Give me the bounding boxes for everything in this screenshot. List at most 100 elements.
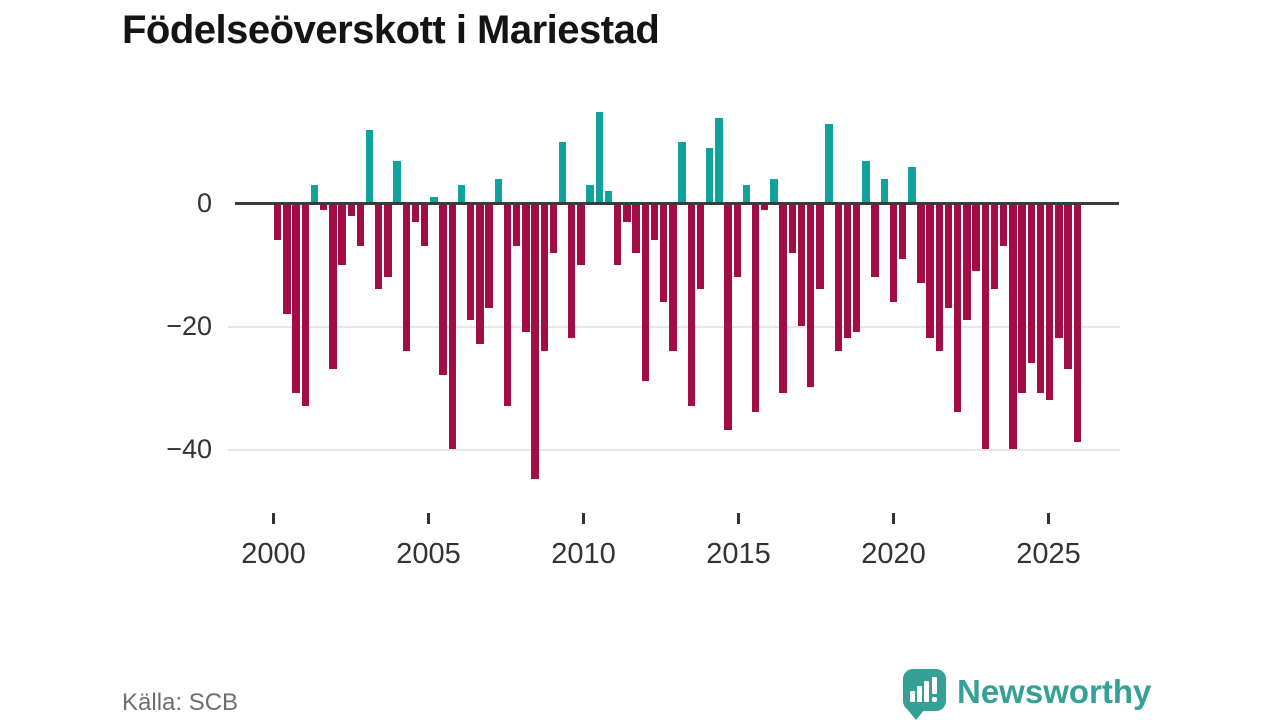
y-axis-label: 0: [196, 187, 212, 218]
bar-negative: [935, 203, 944, 351]
bar-negative: [724, 203, 732, 431]
x-axis-tick: [427, 513, 430, 524]
bar-positive: [430, 197, 438, 204]
bar-negative: [981, 203, 990, 449]
bar-negative: [540, 203, 548, 351]
bar-positive: [862, 160, 870, 204]
bar-negative: [503, 203, 512, 406]
bar-negative: [972, 203, 980, 271]
source-note: Källa: SCB: [122, 689, 239, 716]
bar-positive: [494, 179, 502, 204]
x-axis-label: 2015: [706, 538, 771, 570]
bar-negative: [292, 203, 300, 394]
bar-negative: [751, 203, 760, 412]
bar-negative: [466, 203, 475, 320]
bar-negative: [329, 203, 337, 369]
x-axis-tick: [582, 513, 585, 524]
bar-positive: [825, 123, 833, 204]
bar-positive: [457, 185, 466, 204]
logo-chart-bubble-icon: [903, 669, 946, 711]
bar-negative: [963, 203, 971, 320]
bar-negative: [733, 203, 741, 277]
bar-negative: [421, 203, 429, 247]
bar-negative: [1009, 203, 1017, 449]
bar-negative: [632, 203, 640, 253]
bar-negative: [1027, 203, 1035, 363]
zero-axis-line: [235, 202, 1119, 205]
bar-positive: [880, 179, 888, 204]
bar-positive: [586, 185, 594, 204]
bar-negative: [623, 203, 631, 222]
bar-negative: [990, 203, 999, 290]
bar-negative: [641, 203, 649, 382]
bar-negative: [843, 203, 852, 339]
x-axis-label: 2000: [241, 538, 306, 570]
bar-negative: [384, 203, 392, 277]
bar-negative: [1064, 203, 1072, 369]
bar-negative: [650, 203, 659, 241]
bar-negative: [871, 203, 879, 277]
bar-positive: [742, 185, 751, 204]
bar-negative: [476, 203, 484, 345]
bar-negative: [411, 203, 420, 222]
bar-negative: [1055, 203, 1063, 339]
chart-title: Födelseöverskott i Mariestad: [122, 8, 660, 52]
bar-negative: [816, 203, 824, 290]
bar-negative: [669, 203, 677, 351]
bar-positive: [365, 130, 374, 204]
bar-negative: [797, 203, 806, 326]
bar-negative: [531, 203, 539, 480]
bar-negative: [522, 203, 530, 333]
bar-negative: [319, 203, 328, 210]
bar-positive: [678, 142, 686, 204]
bar-negative: [852, 203, 861, 333]
bar-negative: [1036, 203, 1045, 394]
bar-negative: [898, 203, 907, 259]
bar-negative: [485, 203, 493, 308]
bar-negative: [788, 203, 797, 253]
bar-negative: [549, 203, 558, 253]
bar-positive: [705, 148, 714, 204]
bar-positive: [770, 179, 778, 204]
bar-negative: [807, 203, 815, 388]
y-axis-label: −40: [166, 434, 212, 464]
gridline: [228, 448, 1120, 451]
bar-negative: [834, 203, 842, 351]
bar-negative: [375, 203, 383, 290]
bar-negative: [512, 203, 521, 247]
bar-negative: [779, 203, 787, 394]
x-axis-label: 2020: [861, 538, 926, 570]
x-axis-tick: [737, 513, 740, 524]
bar-negative: [283, 203, 291, 314]
x-axis-tick: [1047, 513, 1050, 524]
y-axis-label: −20: [166, 311, 212, 341]
bar-positive: [310, 185, 319, 204]
bar-positive: [558, 142, 567, 204]
bar-negative: [439, 203, 447, 375]
x-axis-label: 2005: [396, 538, 461, 570]
bar-negative: [402, 203, 411, 351]
bar-negative: [614, 203, 622, 265]
bar-negative: [696, 203, 705, 290]
bar-negative: [274, 203, 282, 241]
x-axis-tick: [892, 513, 895, 524]
bar-negative: [944, 203, 953, 308]
x-axis-label: 2010: [551, 538, 616, 570]
bar-negative: [301, 203, 309, 406]
bar-positive: [393, 160, 401, 204]
bar-negative: [687, 203, 695, 406]
x-axis-tick: [272, 513, 275, 524]
bar-positive: [595, 111, 604, 204]
bar-positive: [604, 191, 613, 204]
bar-negative: [1018, 203, 1026, 394]
bar-negative: [347, 203, 355, 216]
bar-negative: [926, 203, 934, 339]
bar-negative: [568, 203, 576, 339]
bar-negative: [917, 203, 925, 284]
bar-negative: [448, 203, 456, 449]
logo-bubble-tail: [907, 709, 925, 720]
bar-negative: [577, 203, 585, 265]
logo-wordmark: Newsworthy: [957, 673, 1152, 710]
bar-negative: [761, 203, 769, 210]
